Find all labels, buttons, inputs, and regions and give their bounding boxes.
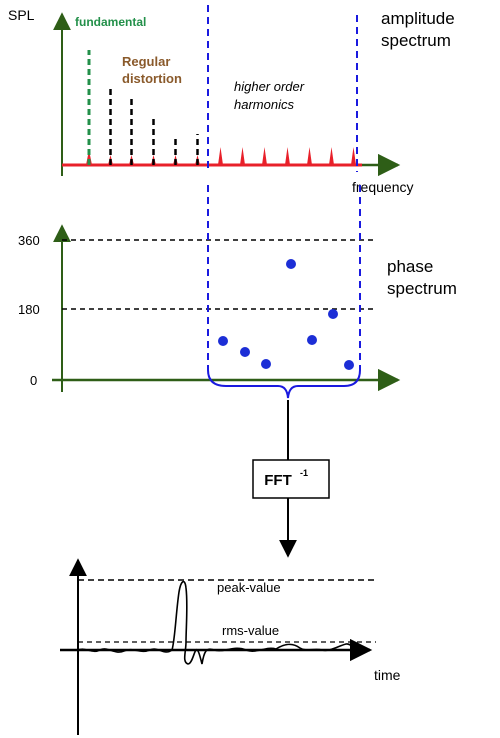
phase-point — [344, 360, 354, 370]
fft-exponent: -1 — [300, 468, 308, 478]
time-axis-label: time — [374, 667, 401, 683]
time-waveform — [77, 580, 359, 665]
window-brace — [207, 369, 361, 399]
amplitude-spectrum-panel: SPL amplitude spectrum — [8, 7, 455, 195]
fft-box — [252, 459, 330, 499]
phase-points — [218, 259, 354, 370]
harmonic-peak — [240, 147, 245, 165]
phase-title-line2: spectrum — [387, 279, 457, 298]
peak-value-label: peak-value — [217, 580, 281, 595]
regular-distortion-label-line1: Regular — [122, 54, 170, 69]
harmonic-peak — [262, 147, 267, 165]
phase-point — [307, 335, 317, 345]
phase-title-line1: phase — [387, 257, 433, 276]
phase-point — [286, 259, 296, 269]
harmonic-peak — [285, 147, 290, 165]
frequency-axis-label: frequency — [352, 179, 413, 195]
higher-harmonics-window — [207, 5, 361, 399]
amplitude-title-line1: amplitude — [381, 9, 455, 28]
spl-axis-label: SPL — [8, 7, 35, 23]
phase-spectrum-panel: phase spectrum 360 180 0 — [18, 224, 457, 392]
rms-value-label: rms-value — [222, 623, 279, 638]
higher-harmonics-label-line1: higher order — [234, 79, 305, 94]
regular-distortion-lines — [109, 86, 199, 165]
harmonic-peak — [351, 147, 356, 165]
harmonic-peak — [329, 147, 334, 165]
tick-label-360: 360 — [18, 233, 40, 248]
phase-point — [328, 309, 338, 319]
regular-distortion-label-line2: distortion — [122, 71, 182, 86]
inverse-fft-block: FFT -1 — [252, 400, 330, 558]
fft-label: FFT — [264, 472, 292, 489]
phase-point — [240, 347, 250, 357]
harmonic-peaks — [86, 147, 356, 165]
time-signal-panel: peak-value rms-value time — [60, 558, 401, 735]
phase-point — [261, 359, 271, 369]
phase-point — [218, 336, 228, 346]
harmonic-peak — [307, 147, 312, 165]
tick-label-0: 0 — [30, 373, 37, 388]
amplitude-title-line2: spectrum — [381, 31, 451, 50]
higher-harmonics-label-line2: harmonics — [234, 97, 294, 112]
tick-label-180: 180 — [18, 302, 40, 317]
fundamental-label: fundamental — [75, 15, 146, 29]
harmonic-peak — [218, 147, 223, 165]
